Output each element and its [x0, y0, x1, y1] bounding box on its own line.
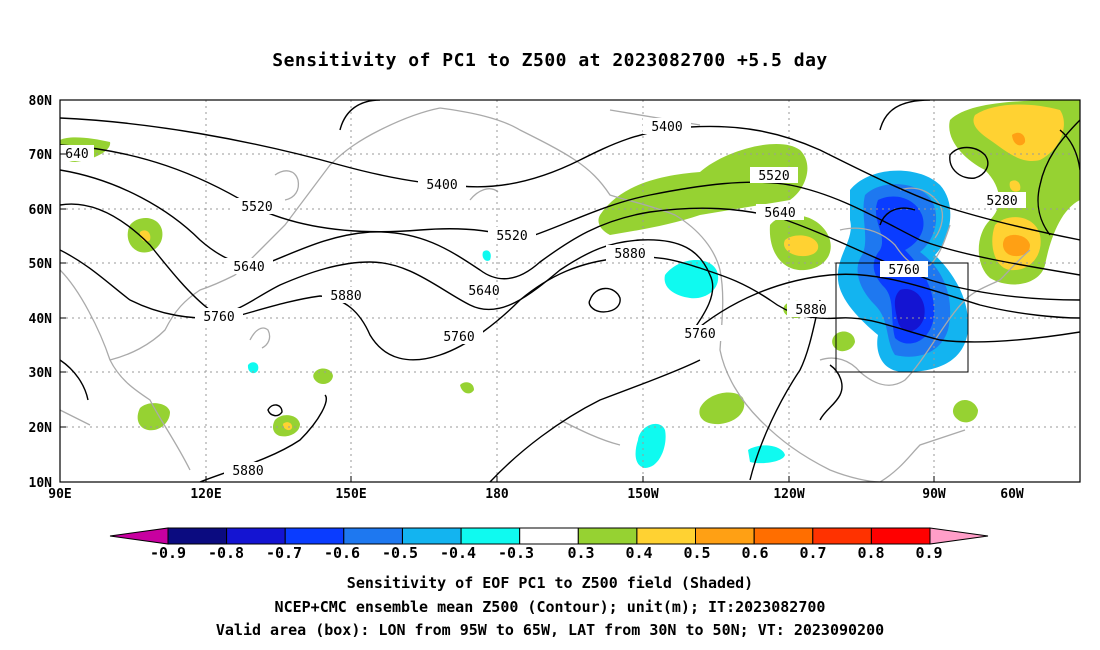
contour-5400-east [459, 125, 1080, 241]
colorbar-label: 0.3 [567, 544, 594, 562]
colorbar-swatch [284, 527, 345, 545]
colorbar-swatch [460, 527, 521, 545]
colorbar: -0.9 -0.8 -0.7 -0.6 -0.5 -0.4 -0.3 0.3 0… [109, 527, 989, 562]
lat-label: 30N [29, 366, 53, 381]
colorbar-swatch [226, 527, 286, 545]
colorbar-label: -0.5 [382, 544, 418, 562]
colorbar-label: 0.6 [741, 544, 768, 562]
contour-label: 5880 [330, 289, 361, 304]
contour-label: 5400 [651, 120, 682, 135]
colorbar-swatch [519, 527, 579, 545]
colorbar-swatch [343, 527, 403, 545]
lat-label: 50N [29, 257, 53, 272]
colorbar-label: -0.4 [440, 544, 476, 562]
lat-label: 80N [29, 94, 53, 109]
colorbar-label: -0.7 [266, 544, 302, 562]
colorbar-swatch [812, 527, 872, 545]
colorbar-swatch [695, 527, 755, 545]
colorbar-label: 0.5 [683, 544, 710, 562]
contour-label: 5760 [888, 263, 919, 278]
colorbar-high-arrow [929, 527, 989, 545]
map-title: Sensitivity of PC1 to Z500 at 2023082700… [272, 50, 828, 71]
lon-label: 180 [485, 487, 509, 502]
contour-label: 5520 [496, 229, 527, 244]
contour-label: 5880 [795, 303, 826, 318]
contour-label: 5520 [758, 169, 789, 184]
colorbar-label: -0.8 [208, 544, 244, 562]
colorbar-label: 0.9 [915, 544, 942, 562]
contour-label: 5520 [241, 200, 272, 215]
contour-5280 [1037, 119, 1080, 236]
colorbar-label: 0.7 [799, 544, 826, 562]
contour-label: 5880 [232, 464, 263, 479]
colorbar-swatch [402, 527, 462, 545]
contour-label: 5760 [203, 310, 234, 325]
colorbar-label: -0.6 [324, 544, 360, 562]
contour-label: 5280 [986, 194, 1017, 209]
lon-label: 120E [190, 487, 221, 502]
lat-label: 70N [29, 148, 53, 163]
colorbar-swatch [636, 527, 697, 545]
lat-label: 20N [29, 421, 53, 436]
caption-line-1: Sensitivity of EOF PC1 to Z500 field (Sh… [346, 574, 754, 592]
lat-label: 60N [29, 203, 53, 218]
colorbar-label: -0.9 [150, 544, 186, 562]
colorbar-swatch [577, 527, 638, 545]
contour-5400-west [60, 117, 461, 187]
caption-line-2: NCEP+CMC ensemble mean Z500 (Contour); u… [274, 598, 826, 616]
contour-label: 5640 [468, 284, 499, 299]
lon-label: 150W [627, 487, 658, 502]
lat-label: 10N [29, 476, 53, 491]
contour-label: 640 [65, 147, 88, 162]
colorbar-low-arrow [109, 527, 169, 545]
lat-label: 40N [29, 312, 53, 327]
lon-label: 120W [773, 487, 804, 502]
lon-label: 150E [335, 487, 366, 502]
colorbar-swatch [167, 527, 228, 545]
lon-label: 60W [1000, 487, 1024, 502]
caption-line-3: Valid area (box): LON from 95W to 65W, L… [215, 621, 885, 639]
contour-label: 5400 [426, 178, 457, 193]
lon-label: 90W [922, 487, 946, 502]
contour-label: 5760 [443, 330, 474, 345]
map-frame [59, 99, 1081, 483]
axis-ticks [59, 99, 935, 483]
lon-label: 90E [48, 487, 71, 502]
negative-sensitivity-tropics [635, 423, 666, 468]
colorbar-label: 0.8 [857, 544, 884, 562]
negative-sensitivity-max [894, 289, 925, 332]
contour-label: 5640 [233, 260, 264, 275]
coastlines [60, 107, 1031, 482]
colorbar-swatch [870, 527, 931, 545]
colorbar-label: 0.4 [625, 544, 652, 562]
colorbar-label: -0.3 [498, 544, 534, 562]
contour-label: 5640 [764, 206, 795, 221]
colorbar-swatch [753, 527, 814, 545]
contour-label: 5760 [684, 327, 715, 342]
contour-label: 5880 [614, 247, 645, 262]
